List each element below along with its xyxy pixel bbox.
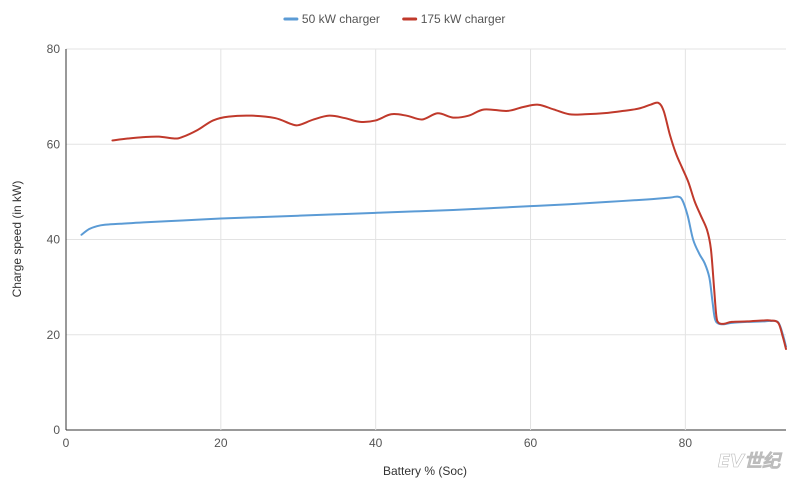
axes: 0 20 40 60 80 0 20 40 60 80 <box>47 42 693 450</box>
x-axis-title: Battery % (Soc) <box>383 464 467 478</box>
x-tick-label: 40 <box>369 436 383 450</box>
legend: 50 kW charger 175 kW charger <box>283 12 506 26</box>
watermark-logo: EV世纪 <box>718 451 783 472</box>
y-axis-title: Charge speed (in kW) <box>10 181 24 298</box>
series-layer <box>80 101 787 351</box>
y-tick-label: 0 <box>53 423 60 437</box>
legend-label: 175 kW charger <box>421 12 506 26</box>
legend-label: 50 kW charger <box>302 12 380 26</box>
x-tick-label: 80 <box>679 436 693 450</box>
y-tick-label: 20 <box>47 328 61 342</box>
series-line-50kw <box>80 195 787 348</box>
grid-lines <box>65 48 786 431</box>
legend-item: 50 kW charger <box>283 12 380 26</box>
series-line-175kw <box>111 101 787 351</box>
x-tick-label: 0 <box>63 436 70 450</box>
y-tick-label: 40 <box>47 233 61 247</box>
x-tick-label: 60 <box>524 436 538 450</box>
x-tick-label: 20 <box>214 436 228 450</box>
y-tick-label: 60 <box>47 137 61 151</box>
legend-item: 175 kW charger <box>402 12 506 26</box>
y-tick-label: 80 <box>47 42 61 56</box>
